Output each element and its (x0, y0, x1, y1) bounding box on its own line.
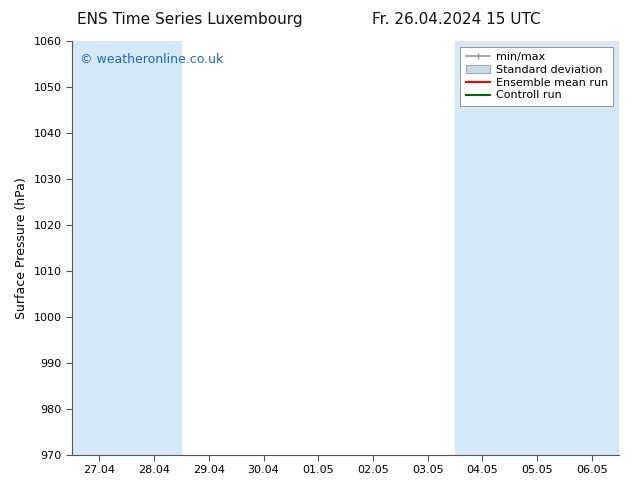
Bar (72, 41, 181, 455)
Bar (455, 41, 619, 455)
Text: Fr. 26.04.2024 15 UTC: Fr. 26.04.2024 15 UTC (372, 12, 541, 27)
Text: © weatheronline.co.uk: © weatheronline.co.uk (81, 53, 224, 67)
Y-axis label: Surface Pressure (hPa): Surface Pressure (hPa) (15, 177, 28, 318)
Legend: min/max, Standard deviation, Ensemble mean run, Controll run: min/max, Standard deviation, Ensemble me… (460, 47, 614, 106)
Text: ENS Time Series Luxembourg: ENS Time Series Luxembourg (77, 12, 303, 27)
